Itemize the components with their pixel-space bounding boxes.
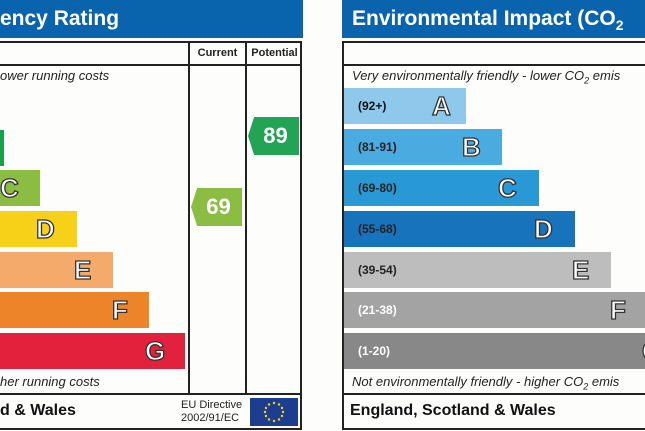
current-rating-arrow: 69 [191, 188, 242, 226]
band-range: (55-68) [358, 222, 397, 236]
environmental-footer-region: England, Scotland & Wales [350, 402, 556, 419]
environmental-title-subscript: 2 [615, 17, 624, 34]
environmental-title: Environmental Impact (CO2 [342, 0, 645, 38]
energy-current-divider [188, 41, 190, 393]
energy-band-f: F [0, 292, 149, 328]
band-range: (21-38) [358, 303, 397, 317]
band-letter: B [461, 131, 481, 162]
energy-title: ency Rating [0, 0, 303, 38]
band-letter: E [571, 254, 590, 285]
energy-band-e: E [0, 252, 113, 288]
energy-header-divider [0, 64, 302, 66]
band-letter: F [111, 294, 128, 325]
environmental-band-g: (1-20) G [344, 333, 645, 369]
energy-potential-divider [245, 41, 247, 393]
note-subscript: 2 [583, 381, 589, 392]
eu-directive-line2: 2002/91/EC [181, 412, 240, 424]
band-letter: E [73, 254, 92, 285]
band-range: (81-91) [358, 140, 397, 154]
energy-band-g: G [0, 333, 185, 369]
environmental-title-text: Environmental Impact (CO [352, 7, 616, 30]
environmental-header-divider [342, 64, 645, 66]
environmental-band-e: (39-54) E [344, 252, 611, 288]
potential-rating-arrow: 89 [248, 117, 299, 155]
band-range: (39-54) [358, 263, 397, 277]
environmental-top-note: Very environmentally friendly - lower CO… [352, 68, 620, 86]
band-letter: C [0, 172, 19, 203]
environmental-footer-divider [342, 393, 645, 395]
environmental-band-b: (81-91) B [344, 129, 502, 165]
energy-bottom-note: her running costs [0, 374, 100, 389]
note-text: Not environmentally friendly - higher CO [352, 374, 584, 389]
band-range: (1-20) [358, 344, 391, 358]
energy-band-c: C [0, 170, 40, 206]
environmental-impact-panel: Environmental Impact (CO2 Very environme… [342, 0, 645, 430]
eu-directive-text: EU Directive 2002/91/EC [181, 399, 242, 425]
energy-efficiency-panel: ency Rating Current Potential ower runni… [0, 0, 303, 430]
energy-band-d: D [0, 211, 77, 247]
band-letter: F [609, 294, 626, 325]
environmental-bottom-note: Not environmentally friendly - higher CO… [352, 374, 619, 392]
energy-top-note: ower running costs [0, 68, 110, 83]
eu-flag-icon [250, 398, 298, 426]
environmental-band-d: (55-68) D [344, 211, 575, 247]
energy-footer-divider [0, 393, 302, 395]
energy-title-text: ency Rating [0, 7, 120, 30]
band-range: (92+) [358, 99, 387, 113]
band-range: (69-80) [358, 181, 397, 195]
band-letter: C [497, 172, 517, 203]
band-letter: A [431, 90, 451, 121]
energy-band-b [0, 130, 4, 166]
potential-column-header: Potential [251, 47, 298, 59]
energy-footer-region: d & Wales [0, 402, 76, 419]
eu-directive-line1: EU Directive [181, 399, 243, 411]
band-letter: G [144, 335, 166, 366]
band-letter: D [533, 213, 553, 244]
note-subscript: 2 [584, 75, 590, 86]
band-letter: G [641, 333, 645, 369]
note-text: emis [589, 68, 621, 83]
note-text: Very environmentally friendly - lower CO [352, 68, 585, 83]
band-letter: D [35, 213, 55, 244]
environmental-band-a: (92+) A [344, 88, 466, 124]
environmental-band-c: (69-80) C [344, 170, 539, 206]
note-text: emis [588, 374, 620, 389]
current-column-header: Current [197, 47, 238, 59]
environmental-band-f: (21-38) F [344, 292, 645, 328]
